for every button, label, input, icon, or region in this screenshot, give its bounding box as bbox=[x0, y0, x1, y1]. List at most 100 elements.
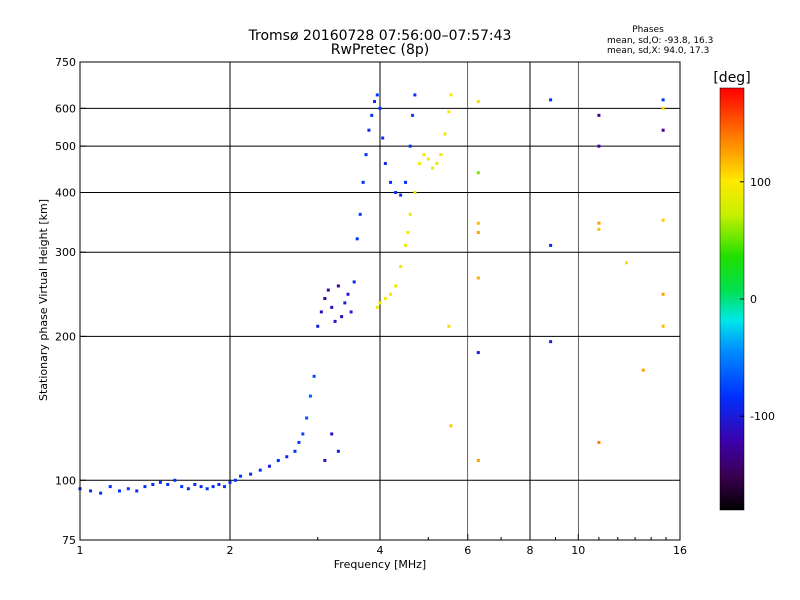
x-axis-label: Frequency [MHz] bbox=[334, 558, 426, 571]
data-point bbox=[336, 449, 340, 453]
data-point bbox=[426, 157, 430, 161]
data-point bbox=[549, 340, 553, 344]
data-point bbox=[211, 485, 215, 489]
data-point bbox=[413, 93, 417, 97]
data-point bbox=[375, 93, 379, 97]
x-tick-label: 8 bbox=[527, 544, 534, 557]
data-point bbox=[403, 180, 407, 184]
data-point bbox=[316, 324, 320, 328]
data-point bbox=[378, 301, 382, 305]
data-point bbox=[173, 478, 177, 482]
data-point bbox=[597, 440, 601, 444]
y-axis-label: Stationary phase Virtual Height [km] bbox=[37, 199, 50, 401]
x-tick-label: 16 bbox=[673, 544, 687, 557]
data-point bbox=[408, 144, 412, 148]
data-point bbox=[217, 482, 221, 486]
data-point bbox=[343, 301, 347, 305]
data-point bbox=[597, 113, 601, 117]
data-point bbox=[326, 288, 330, 292]
data-point bbox=[435, 161, 439, 165]
x-tick-label: 10 bbox=[571, 544, 585, 557]
data-point bbox=[413, 190, 417, 194]
data-point bbox=[597, 227, 601, 231]
data-point bbox=[406, 230, 410, 234]
data-point bbox=[340, 315, 344, 319]
data-point bbox=[285, 455, 289, 459]
data-point bbox=[293, 449, 297, 453]
data-point bbox=[180, 485, 184, 489]
data-point bbox=[439, 153, 443, 157]
data-point bbox=[312, 374, 316, 378]
data-point bbox=[661, 98, 665, 102]
data-point bbox=[370, 113, 374, 117]
y-tick-label: 200 bbox=[55, 330, 76, 343]
data-point bbox=[249, 472, 253, 476]
y-tick-label: 75 bbox=[62, 534, 76, 547]
data-point bbox=[403, 243, 407, 247]
data-point bbox=[108, 485, 112, 489]
y-tick-label: 400 bbox=[55, 186, 76, 199]
data-point bbox=[305, 416, 309, 420]
data-point bbox=[358, 212, 362, 216]
data-point bbox=[361, 180, 365, 184]
data-point bbox=[661, 218, 665, 222]
data-point bbox=[597, 221, 601, 225]
data-point bbox=[597, 144, 601, 148]
data-point bbox=[383, 297, 387, 301]
data-point bbox=[447, 110, 451, 114]
data-point bbox=[126, 487, 130, 491]
data-point bbox=[394, 190, 398, 194]
phases-heading: Phases bbox=[632, 25, 664, 35]
data-point bbox=[228, 480, 232, 484]
data-point bbox=[447, 324, 451, 328]
data-point bbox=[422, 153, 426, 157]
chart-title: Tromsø 20160728 07:56:00–07:57:43 bbox=[248, 28, 512, 44]
data-point bbox=[99, 491, 103, 495]
data-point bbox=[267, 464, 271, 468]
y-tick-label: 300 bbox=[55, 246, 76, 259]
data-point bbox=[476, 171, 480, 175]
data-point bbox=[549, 243, 553, 247]
x-axis-ticks: 1 2 4 6 8 10 16 bbox=[77, 534, 687, 557]
data-point bbox=[399, 265, 403, 269]
phases-line-x: mean, sd,X: 94.0, 17.3 bbox=[607, 46, 709, 56]
data-point bbox=[323, 297, 327, 301]
grid-lines bbox=[80, 62, 681, 540]
data-point bbox=[378, 106, 382, 110]
colorbar-label: [deg] bbox=[713, 70, 750, 86]
data-point bbox=[336, 284, 340, 288]
data-point bbox=[476, 351, 480, 355]
data-point bbox=[367, 128, 371, 132]
data-point bbox=[476, 221, 480, 225]
data-point bbox=[276, 458, 280, 462]
data-point bbox=[449, 424, 453, 428]
data-point bbox=[408, 212, 412, 216]
data-point bbox=[223, 485, 227, 489]
y-tick-label: 100 bbox=[55, 474, 76, 487]
data-point bbox=[330, 432, 334, 436]
data-point bbox=[641, 368, 645, 372]
data-point bbox=[297, 440, 301, 444]
data-point bbox=[394, 284, 398, 288]
data-point bbox=[661, 106, 665, 110]
data-point bbox=[661, 292, 665, 296]
x-tick-label: 4 bbox=[377, 544, 384, 557]
y-tick-label: 500 bbox=[55, 140, 76, 153]
data-point bbox=[346, 292, 350, 296]
data-point bbox=[193, 482, 197, 486]
data-point bbox=[399, 193, 403, 197]
data-point bbox=[186, 487, 190, 491]
data-point bbox=[381, 136, 385, 140]
colorbar-tick-label: -100 bbox=[750, 410, 775, 423]
data-point bbox=[449, 93, 453, 97]
data-point bbox=[476, 458, 480, 462]
data-point bbox=[349, 310, 353, 314]
data-point bbox=[333, 319, 337, 323]
data-point bbox=[330, 305, 334, 309]
data-point bbox=[375, 305, 379, 309]
x-tick-label: 6 bbox=[464, 544, 471, 557]
x-tick-label: 2 bbox=[227, 544, 234, 557]
colorbar-tick-label: 0 bbox=[750, 293, 757, 306]
data-point bbox=[233, 478, 237, 482]
